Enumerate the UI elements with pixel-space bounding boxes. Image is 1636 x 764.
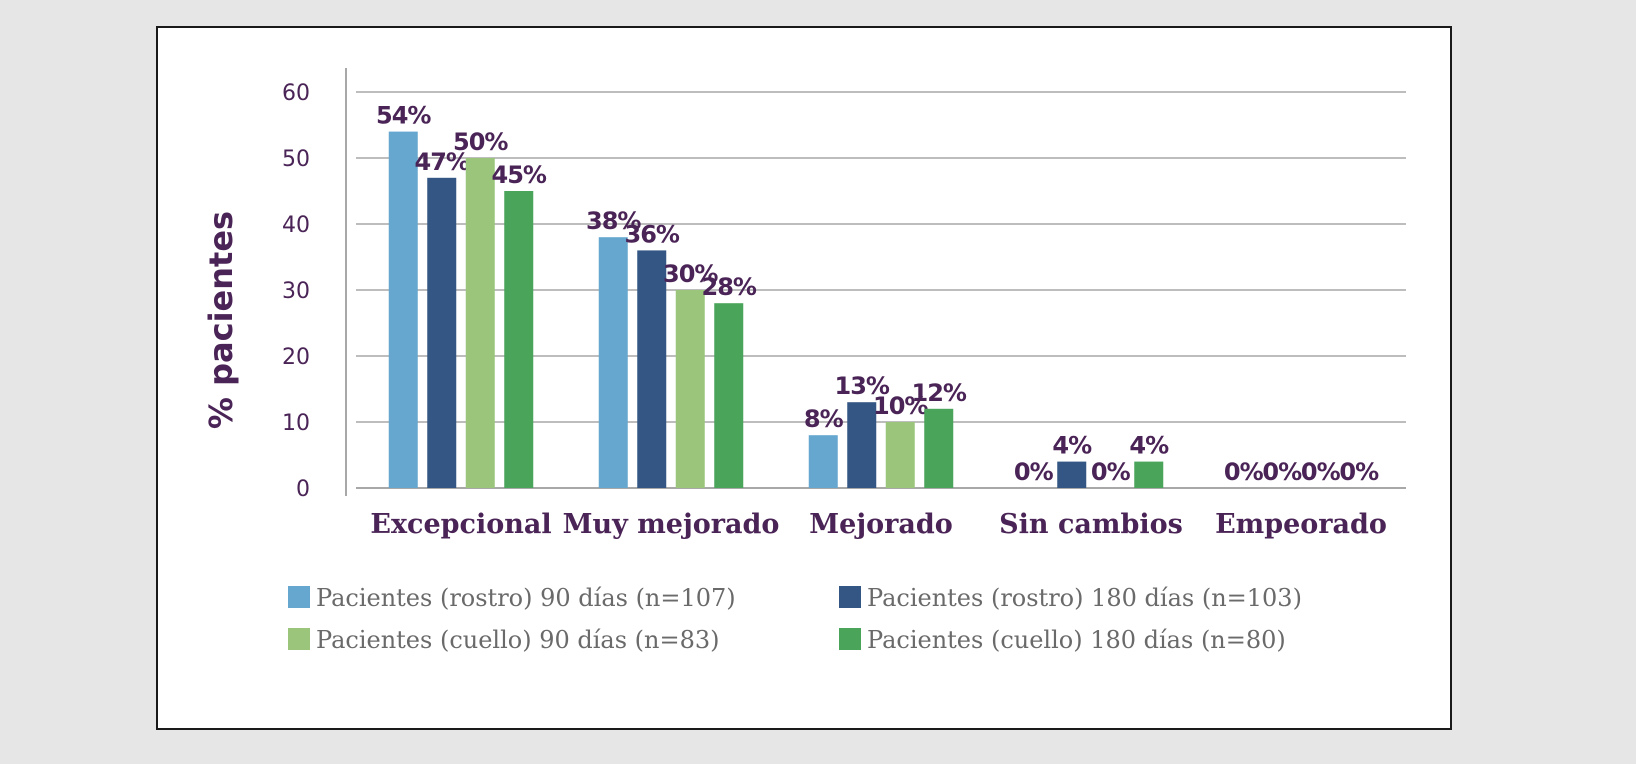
bar [847,402,877,488]
data-label: 45% [492,161,547,189]
y-tick-label: 0 [296,477,310,502]
category-label: Muy mejorado [563,509,780,540]
data-label: 0% [1224,458,1264,486]
bar [675,290,705,488]
legend-label: Pacientes (rostro) 180 días (n=103) [867,584,1302,612]
data-label: 12% [912,379,967,407]
data-label: 54% [376,102,431,130]
data-label: 4% [1129,432,1169,460]
y-tick-label: 30 [282,279,310,304]
bar [388,131,418,488]
data-label: 36% [625,220,680,248]
y-tick-label: 10 [282,411,310,436]
data-label: 50% [453,128,508,156]
bar [808,435,838,488]
data-label: 47% [415,148,470,176]
legend-label: Pacientes (rostro) 90 días (n=107) [316,584,736,612]
data-label: 0% [1014,458,1054,486]
bar [714,303,744,488]
bar [1134,461,1164,488]
data-label: 0% [1301,458,1341,486]
y-axis-title: % pacientes [202,211,240,429]
bar [885,422,915,488]
data-label: 13% [835,372,890,400]
bar [504,191,534,488]
data-label: 8% [804,405,844,433]
bar [924,408,954,488]
data-label: 4% [1052,432,1092,460]
category-label: Empeorado [1215,509,1387,540]
y-tick-label: 40 [282,213,310,238]
legend-label: Pacientes (cuello) 180 días (n=80) [867,626,1286,654]
legend-swatch [288,628,310,650]
data-label: 28% [702,273,757,301]
data-label: 0% [1339,458,1379,486]
y-tick-label: 60 [282,81,310,106]
data-label: 0% [1091,458,1131,486]
y-tick-label: 50 [282,147,310,172]
category-label: Excepcional [370,509,551,540]
legend-swatch [839,628,861,650]
bar [637,250,667,488]
category-label: Sin cambios [999,509,1183,540]
category-label: Mejorado [809,509,952,540]
data-label: 30% [663,260,718,288]
data-label: 10% [873,392,928,420]
chart-frame: 0 10 20 30 40 50 60 % pacientes 54% 47% 50% 45% Exce… [156,26,1452,730]
legend-label: Pacientes (cuello) 90 días (n=83) [316,626,720,654]
legend-swatch [288,586,310,608]
y-tick-label: 20 [282,345,310,370]
bar [465,158,495,488]
bar [1057,461,1087,488]
bar [427,177,457,489]
bar [598,237,628,488]
legend-swatch [839,586,861,608]
data-label: 0% [1262,458,1302,486]
data-label: 38% [586,207,641,235]
bar-chart: 0 10 20 30 40 50 60 % pacientes 54% 47%50% 45% Exce… [202,68,1406,654]
